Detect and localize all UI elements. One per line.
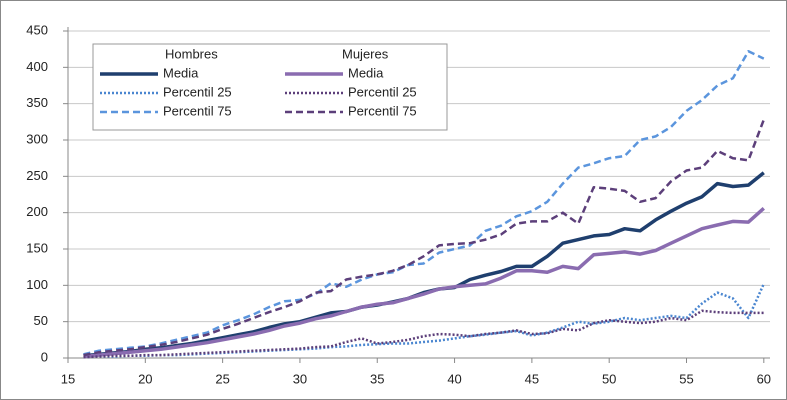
y-tick-label: 350 [26, 95, 48, 110]
y-tick-label: 300 [26, 131, 48, 146]
x-tick-label: 25 [215, 371, 229, 386]
lines [83, 50, 765, 359]
legend-label: Media [163, 65, 199, 80]
y-tick-label: 50 [34, 313, 48, 328]
x-tick-label: 60 [757, 371, 771, 386]
x-tick-label: 55 [679, 371, 693, 386]
legend-label: Percentil 25 [348, 84, 417, 99]
y-tick-label: 250 [26, 168, 48, 183]
x-tick-label: 35 [370, 371, 384, 386]
series-line [83, 119, 765, 357]
x-tick-label: 30 [293, 371, 307, 386]
legend-label: Percentil 25 [163, 84, 232, 99]
legend-title: Hombres [165, 46, 218, 61]
series-line [83, 206, 765, 359]
series-line [83, 309, 764, 359]
y-tick-label: 450 [26, 22, 48, 37]
x-tick-label: 15 [61, 371, 75, 386]
x-tick-label: 50 [602, 371, 616, 386]
series-line [83, 50, 765, 356]
y-tick-label: 400 [26, 59, 48, 74]
legend-label: Percentil 75 [163, 103, 232, 118]
legend: Hombres Mujeres Media Percentil 25 Percentil… [92, 43, 448, 131]
y-tick-label: 100 [26, 277, 48, 292]
legend-title: Mujeres [342, 46, 389, 61]
x-tick-label: 45 [525, 371, 539, 386]
legend-label: Percentil 75 [348, 103, 417, 118]
y-tick-label: 0 [41, 349, 48, 364]
y-tick-label: 150 [26, 240, 48, 255]
x-tick-label: 20 [138, 371, 152, 386]
legend-box [92, 43, 448, 131]
legend-label: Media [348, 65, 384, 80]
y-tick-label: 200 [26, 204, 48, 219]
x-tick-label: 40 [447, 371, 461, 386]
